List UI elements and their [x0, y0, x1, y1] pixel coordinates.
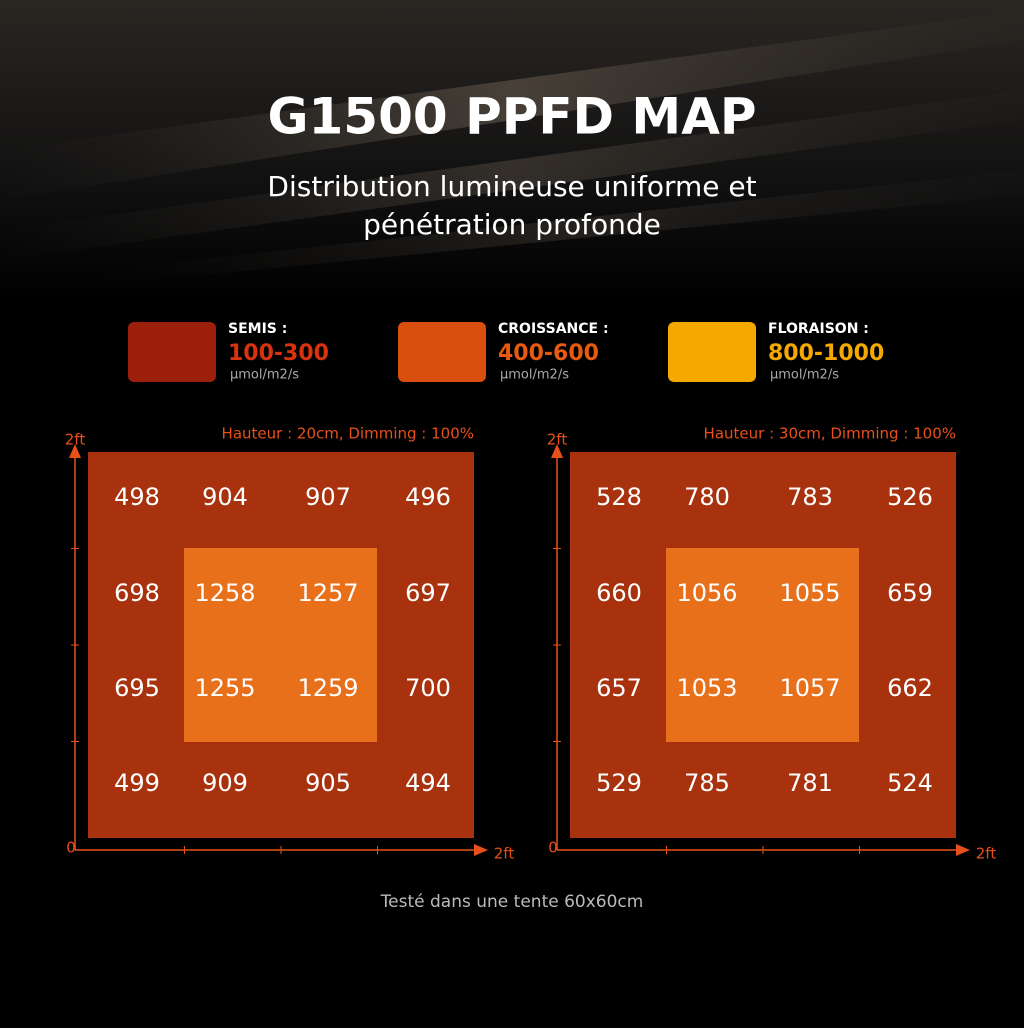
legend-unit: μmol/m2/s [230, 368, 299, 383]
legend-range: 100-300 [228, 341, 329, 366]
legend-swatch [128, 322, 216, 382]
subtitle: Distribution lumineuse uniforme et [267, 170, 756, 203]
y-arrow [551, 444, 563, 458]
ppfd-value: 1055 [779, 579, 840, 607]
ppfd-value: 660 [596, 579, 642, 607]
ppfd-value: 529 [596, 769, 642, 797]
ppfd-value: 657 [596, 674, 642, 702]
maps: Hauteur : 20cm, Dimming : 100% 2ft 0 2ft 498… [65, 425, 997, 863]
legend-swatch [668, 322, 756, 382]
ppfd-value: 905 [305, 769, 351, 797]
legend-unit: μmol/m2/s [500, 368, 569, 383]
x-axis-label: 2ft [494, 845, 515, 863]
legend-swatch [398, 322, 486, 382]
map-caption: Hauteur : 20cm, Dimming : 100% [222, 425, 474, 443]
ppfd-value: 780 [684, 483, 730, 511]
map-center [184, 548, 377, 742]
x-axis-label: 2ft [976, 845, 997, 863]
ppfd-value: 783 [787, 483, 833, 511]
ppfd-value: 695 [114, 674, 160, 702]
ppfd-value: 909 [202, 769, 248, 797]
ppfd-value: 1259 [297, 674, 358, 702]
ppfd-value: 524 [887, 769, 933, 797]
ppfd-value: 1255 [194, 674, 255, 702]
ppfd-value: 659 [887, 579, 933, 607]
ppfd-value: 1057 [779, 674, 840, 702]
ppfd-map: Hauteur : 20cm, Dimming : 100% 2ft 0 2ft 498… [65, 425, 515, 863]
legend-label: CROISSANCE : [498, 321, 609, 337]
ppfd-value: 498 [114, 483, 160, 511]
y-axis-label: 2ft [65, 431, 86, 449]
footer: Testé dans une tente 60x60cm [380, 892, 644, 912]
origin-label: 0 [548, 839, 558, 857]
map-caption: Hauteur : 30cm, Dimming : 100% [704, 425, 956, 443]
ppfd-value: 907 [305, 483, 351, 511]
origin-label: 0 [66, 839, 76, 857]
ppfd-value: 499 [114, 769, 160, 797]
ppfd-value: 662 [887, 674, 933, 702]
legend-range: 800-1000 [768, 341, 884, 366]
ppfd-value: 697 [405, 579, 451, 607]
ppfd-value: 1056 [676, 579, 737, 607]
ppfd-value: 904 [202, 483, 248, 511]
ppfd-value: 1257 [297, 579, 358, 607]
ppfd-value: 781 [787, 769, 833, 797]
ppfd-value: 1258 [194, 579, 255, 607]
map-center [666, 548, 859, 742]
y-arrow [69, 444, 81, 458]
legend-range: 400-600 [498, 341, 599, 366]
y-axis-label: 2ft [547, 431, 568, 449]
legend-unit: μmol/m2/s [770, 368, 839, 383]
legend: SEMIS : 100-300 μmol/m2/s CROISSANCE : 400-6… [128, 321, 884, 383]
x-arrow [956, 844, 970, 856]
light-bars [0, 10, 1024, 285]
ppfd-value: 526 [887, 483, 933, 511]
ppfd-value: 785 [684, 769, 730, 797]
ppfd-value: 698 [114, 579, 160, 607]
subtitle: pénétration profonde [363, 208, 661, 241]
ppfd-value: 528 [596, 483, 642, 511]
ppfd-value: 1053 [676, 674, 737, 702]
x-arrow [474, 844, 488, 856]
ppfd-value: 700 [405, 674, 451, 702]
ppfd-value: 496 [405, 483, 451, 511]
legend-label: FLORAISON : [768, 321, 869, 337]
ppfd-value: 494 [405, 769, 451, 797]
legend-label: SEMIS : [228, 321, 287, 337]
title: G1500 PPFD MAP [267, 88, 756, 146]
ppfd-map: Hauteur : 30cm, Dimming : 100% 2ft 0 2ft 528… [547, 425, 997, 863]
